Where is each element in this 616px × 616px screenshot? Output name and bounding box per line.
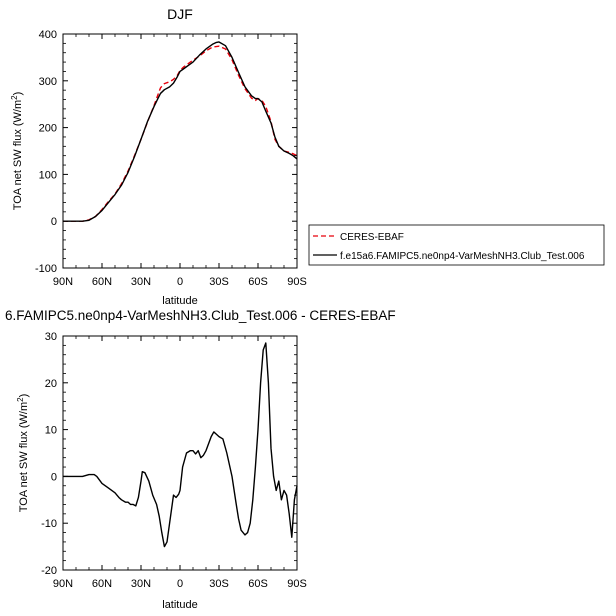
- top-xtick-label: 90N: [53, 276, 73, 288]
- top-chart-title: DJF: [167, 6, 193, 22]
- legend-box: [308, 224, 605, 266]
- top-ytick-label: 400: [39, 29, 57, 41]
- bottom-xtick-label: 30S: [209, 578, 229, 590]
- top-ytick-label: 200: [39, 123, 57, 135]
- bottom-y-label-close: ): [18, 394, 30, 398]
- top-xtick-label: 60S: [248, 276, 268, 288]
- top-xtick-label: 60N: [92, 276, 112, 288]
- bottom-x-ticks: 90N 60N 30N 0 30S 60S 90S: [53, 336, 307, 590]
- legend-label-model: f.e15a6.FAMIPC5.ne0np4-VarMeshNH3.Club_T…: [340, 251, 585, 262]
- bottom-xtick-label: 90S: [287, 578, 307, 590]
- top-x-axis-label: latitude: [162, 295, 197, 307]
- top-y-ticks: -100 0 100 200 300 400: [35, 29, 297, 275]
- bottom-xtick-label: 30N: [131, 578, 151, 590]
- bottom-series-line-0: [63, 342, 298, 548]
- bottom-y-ticks: -20 -10 0 10 20 30: [41, 331, 297, 577]
- bottom-x-axis-label: latitude: [162, 599, 197, 611]
- legend-label-ceres: CERES-EBAF: [340, 232, 404, 243]
- top-ytick-label: 0: [51, 216, 57, 228]
- top-y-label-main: TOA net SW flux (W/m: [12, 100, 24, 210]
- bottom-xtick-label: 60S: [248, 578, 268, 590]
- bottom-y-axis-label: TOA net SW flux (W/m2): [16, 394, 30, 513]
- bottom-ytick-label: 20: [45, 378, 57, 390]
- bottom-ytick-label: 0: [51, 471, 57, 483]
- bottom-xtick-label: 0: [177, 578, 183, 590]
- top-ytick-label: 300: [39, 76, 57, 88]
- bottom-series-group: [63, 342, 298, 548]
- top-xtick-label: 0: [177, 276, 183, 288]
- top-y-label-sup: 2: [10, 95, 19, 100]
- bottom-chart-title: 6.FAMIPC5.ne0np4-VarMeshNH3.Club_Test.00…: [5, 308, 396, 323]
- top-series-line-1: [63, 41, 298, 222]
- bottom-xtick-label: 60N: [92, 578, 112, 590]
- bottom-ytick-label: 30: [45, 331, 57, 343]
- top-ytick-label: 100: [39, 169, 57, 181]
- top-xtick-label: 90S: [287, 276, 307, 288]
- top-ytick-label: -100: [35, 263, 57, 275]
- top-xtick-label: 30N: [131, 276, 151, 288]
- bottom-y-label-main: TOA net SW flux (W/m: [18, 402, 30, 512]
- legend: CERES-EBAF f.e15a6.FAMIPC5.ne0np4-VarMes…: [308, 224, 605, 266]
- bottom-y-label-sup: 2: [16, 397, 25, 402]
- top-y-axis-label: TOA net SW flux (W/m2): [10, 92, 24, 211]
- bottom-chart: 6.FAMIPC5.ne0np4-VarMeshNH3.Club_Test.00…: [5, 308, 396, 611]
- top-xtick-label: 30S: [209, 276, 229, 288]
- bottom-ytick-label: -10: [41, 518, 57, 530]
- top-series-group: [63, 41, 298, 222]
- top-y-label-close: ): [12, 92, 24, 96]
- bottom-ytick-label: -20: [41, 565, 57, 577]
- top-plot-frame: [62, 33, 298, 269]
- bottom-ytick-label: 10: [45, 425, 57, 437]
- top-x-ticks: 90N 60N 30N 0 30S 60S 90S: [53, 34, 307, 288]
- bottom-xtick-label: 90N: [53, 578, 73, 590]
